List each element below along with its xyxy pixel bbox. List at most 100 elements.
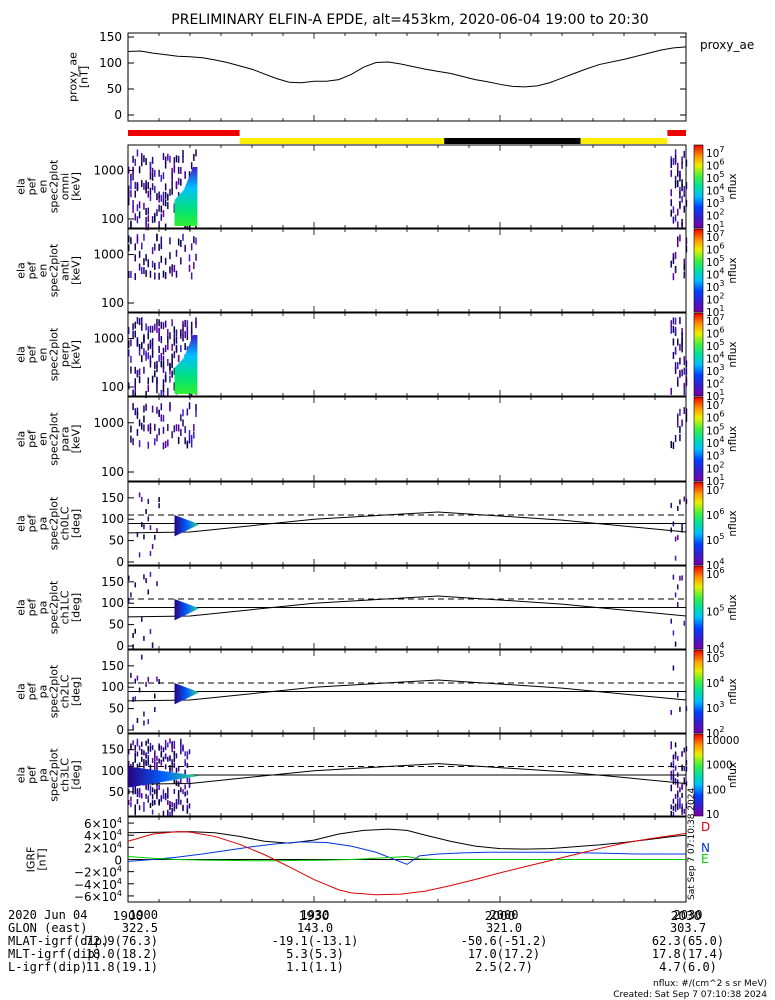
tick-base: 10 [706, 316, 719, 328]
flux-pixel [162, 385, 165, 393]
y-axis-label: elapefpaspec2plotch0LC[deg] [15, 496, 83, 550]
flux-pixel [164, 440, 167, 448]
flux-pixel [151, 745, 154, 751]
flux-pixel [681, 806, 683, 812]
spectrogram [128, 149, 688, 231]
flux-pixel [136, 184, 139, 192]
flux-pixel [128, 382, 130, 390]
tick-exp: 7 [719, 313, 724, 322]
flux-pixel [151, 801, 154, 807]
ylabel-line: [deg] [70, 760, 83, 789]
tick-base: 10 [706, 569, 719, 581]
flux-pixel [188, 254, 191, 262]
flux-pixel [173, 382, 176, 390]
panel-frame [127, 312, 687, 397]
y-tick-label: 100 [101, 596, 124, 610]
flux-pixel [138, 201, 141, 209]
units-note: nflux: #/(cm^2 s sr MeV) [653, 979, 767, 989]
flux-pixel [672, 273, 675, 281]
flux-pixel [141, 749, 143, 755]
flux-pixel [670, 189, 672, 197]
footer-row-label: GLON (east) [8, 921, 87, 935]
flux-pixel [677, 805, 679, 811]
flux-pixel [184, 171, 186, 179]
flux-pixel [171, 181, 173, 189]
flux-pixel [143, 524, 145, 530]
y-tick-label: 100 [101, 680, 124, 694]
flux-pixel [193, 424, 195, 432]
flux-pixel [169, 332, 171, 340]
flux-pixel [167, 387, 169, 395]
flux-pixel [136, 317, 139, 325]
tick-exp: 4 [719, 675, 724, 684]
flux-pixel [145, 793, 147, 799]
y-tick-label: 0 [116, 555, 124, 569]
flux-pixel [154, 762, 156, 768]
flux-pixel [145, 760, 147, 766]
tick-base: 10 [706, 678, 719, 690]
flux-pixel [149, 764, 152, 770]
flux-pixel [136, 532, 139, 538]
flux-pixel [145, 180, 147, 188]
flux-pixel [681, 809, 683, 815]
panel-en-perp: 1001000107106105104103102101nfluxelapefe… [15, 312, 739, 403]
flux-pixel [679, 174, 681, 182]
colorbar-unit: nflux [727, 257, 739, 283]
flux-pixel [188, 430, 191, 438]
y-tick-label: 150 [101, 491, 124, 505]
ylabel-line: ela [15, 178, 28, 195]
flux-pixel [683, 205, 686, 213]
flux-pixel [162, 270, 165, 278]
flux-pixel [182, 155, 184, 163]
flux-pixel [681, 156, 683, 164]
ylabel-line: ela [15, 262, 28, 279]
panel-bgrf: 6×1044×1042×1040−2×104−4×104−6×104DNE190… [25, 816, 711, 923]
ylabel-line: pef [26, 261, 39, 280]
y-tick-label: 150 [101, 575, 124, 589]
flux-pixel [672, 811, 675, 817]
status-bar-segment [239, 138, 445, 144]
flux-pixel [188, 223, 191, 231]
flux-pixel [683, 258, 686, 266]
flux-pixel [672, 574, 675, 580]
flux-pixel [149, 551, 152, 557]
flux-pixel [128, 244, 130, 252]
flux-pixel [164, 745, 167, 751]
flux-pixel [683, 766, 686, 772]
flux-pixel [184, 319, 186, 327]
flux-pixel [141, 522, 143, 528]
flux-pixel [130, 271, 132, 279]
y-axis-label: elapefenspec2plotpara[keV] [15, 412, 83, 466]
flux-pixel [158, 503, 160, 509]
flux-pixel [164, 161, 167, 169]
footer-value: 2000 [490, 908, 519, 922]
tick-exp: 4 [719, 641, 724, 650]
flux-pixel [177, 166, 180, 174]
tick-label: 104 [706, 435, 724, 450]
tick-base: 10 [706, 341, 719, 353]
flux-pixel [162, 172, 165, 180]
footer-value: -19.1(-13.1) [272, 934, 359, 948]
flux-pixel [147, 377, 150, 385]
flux-pixel [184, 426, 186, 434]
tick-label: 103 [706, 195, 724, 210]
y-tick-label: 1000 [93, 164, 124, 178]
flux-pixel [674, 326, 677, 334]
flux-pixel [167, 153, 169, 161]
flux-pixel [162, 365, 165, 373]
flux-pixel [132, 323, 134, 331]
flux-pixel [151, 787, 154, 793]
flux-pixel [679, 434, 681, 442]
flux-pixel [674, 536, 677, 542]
flux-pixel [147, 190, 150, 198]
flux-pixel [180, 799, 182, 805]
flux-pixel [160, 213, 163, 221]
tick-exp: 4 [117, 840, 122, 849]
flux-pixel [145, 740, 147, 746]
flux-pixel [134, 243, 137, 251]
flux-pixel [147, 215, 150, 223]
flux-pixel [169, 738, 171, 744]
y-axis-label: elapefenspec2plotomni[keV] [15, 159, 83, 213]
flux-pixel [138, 419, 141, 427]
flux-pixel [158, 243, 160, 251]
